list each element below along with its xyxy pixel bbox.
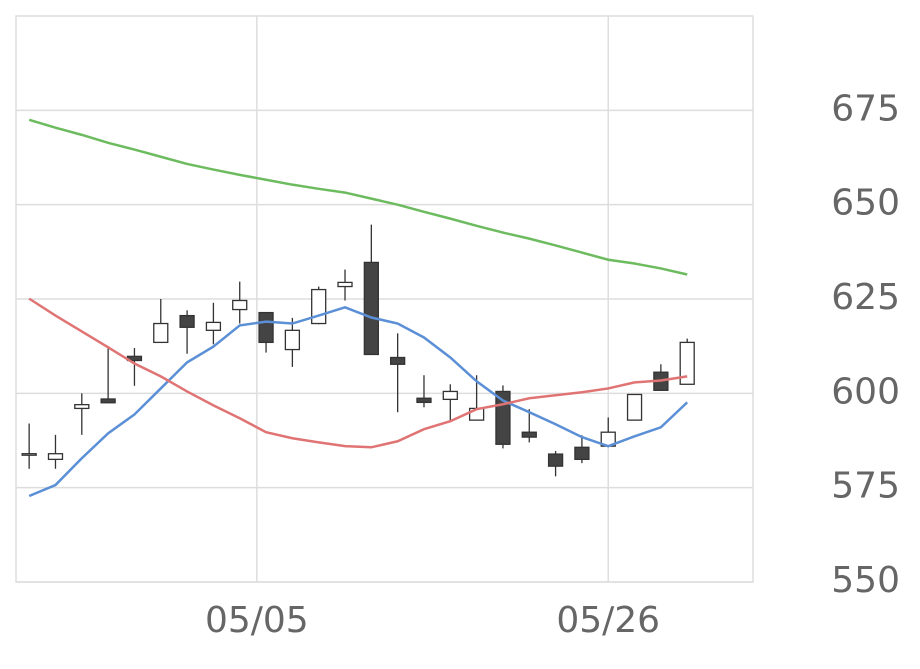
- moving-average-line: [28, 297, 688, 449]
- y-tick-label: 625: [831, 277, 900, 318]
- candle-body: [47, 453, 64, 461]
- candle-body: [258, 311, 274, 344]
- x-tick-label: 05/05: [205, 600, 309, 641]
- candle-body: [232, 299, 248, 311]
- y-tick-label: 675: [831, 88, 900, 129]
- candle-body: [74, 404, 90, 410]
- y-tick-label: 575: [831, 466, 900, 507]
- candle-body: [416, 397, 432, 404]
- candle-body: [179, 314, 195, 328]
- candle-body: [390, 356, 406, 365]
- moving-average-line: [28, 305, 689, 498]
- moving-average-line: [28, 118, 688, 276]
- x-tick-label: 05/26: [556, 600, 660, 641]
- y-tick-label: 600: [831, 371, 900, 412]
- candle-body: [100, 398, 116, 404]
- candle-body: [21, 453, 37, 456]
- candle-body: [547, 453, 564, 467]
- candle-body: [205, 321, 222, 331]
- candle-body: [311, 288, 327, 325]
- candle-body: [442, 390, 458, 401]
- candle-body: [679, 341, 695, 385]
- y-tick-label: 550: [831, 560, 900, 601]
- candle-body: [574, 446, 590, 461]
- candle-body: [153, 322, 169, 344]
- y-tick-label: 650: [831, 183, 900, 224]
- candle-body: [521, 431, 537, 438]
- candle-body: [337, 281, 353, 288]
- candle-body: [626, 393, 643, 421]
- candle-body: [284, 329, 301, 351]
- candle-body: [363, 261, 379, 356]
